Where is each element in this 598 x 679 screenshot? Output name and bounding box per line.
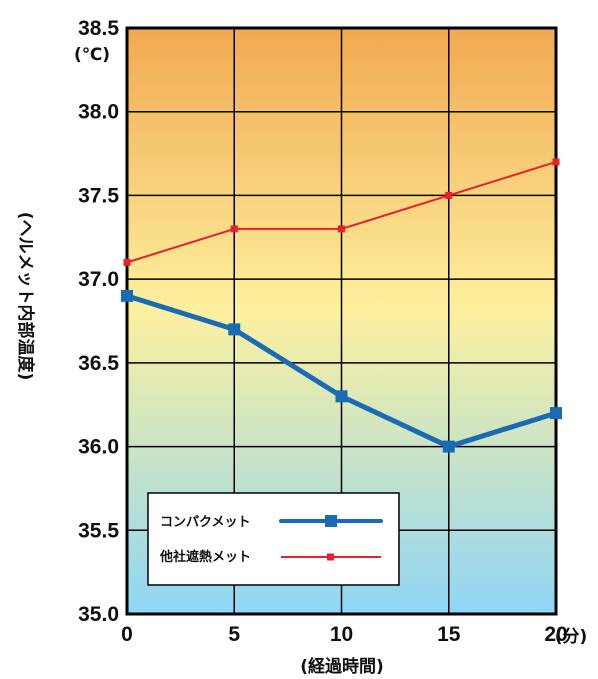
data-point-1 [550, 407, 562, 420]
y-tick-label: 36.0 [78, 436, 119, 459]
legend-box [147, 492, 400, 586]
y-tick-label: 38.5 [78, 17, 119, 40]
legend-label-2: 他社遮熱メット [159, 549, 251, 565]
y-tick-label: 37.5 [78, 184, 119, 207]
series-layer [121, 158, 562, 453]
y-unit-label: (℃) [74, 45, 110, 65]
x-tick-labels: 0 5 10 15 20 [121, 623, 568, 646]
x-axis-title: (経過時間) [300, 656, 384, 677]
data-point-1 [442, 440, 455, 453]
y-tick-label: 36.5 [78, 352, 119, 375]
y-tick-label: 35.5 [78, 519, 119, 542]
data-point-1 [121, 289, 133, 302]
data-point-1 [335, 390, 348, 403]
legend-marker-1 [325, 515, 337, 527]
y-tick-label: 37.0 [78, 268, 119, 291]
x-tick-label: 0 [121, 623, 133, 646]
y-tick-label: 35.0 [78, 603, 119, 626]
data-point-2 [230, 225, 238, 233]
data-point-2 [123, 258, 131, 266]
data-point-2 [552, 158, 560, 166]
legend-marker-2 [327, 553, 334, 561]
legend: コンパクメット 他社遮熱メット [147, 492, 400, 586]
plot-frame [125, 26, 558, 616]
x-tick-label: 15 [437, 623, 461, 646]
y-axis-title: (ヘルメット内部温度) [15, 212, 36, 381]
legend-label-1: コンパクメット [160, 515, 250, 530]
x-tick-label: 5 [228, 623, 240, 646]
x-tick-label: 10 [330, 623, 353, 646]
data-point-1 [228, 323, 241, 336]
data-point-2 [338, 225, 345, 233]
x-unit-label: (分) [555, 627, 588, 647]
data-point-2 [445, 191, 453, 199]
y-tick-labels: 35.0 35.5 36.0 36.5 37.0 37.5 38.0 38.5 [78, 17, 119, 626]
y-tick-label: 38.0 [78, 101, 119, 124]
x-tick-label: 20 [544, 623, 567, 646]
